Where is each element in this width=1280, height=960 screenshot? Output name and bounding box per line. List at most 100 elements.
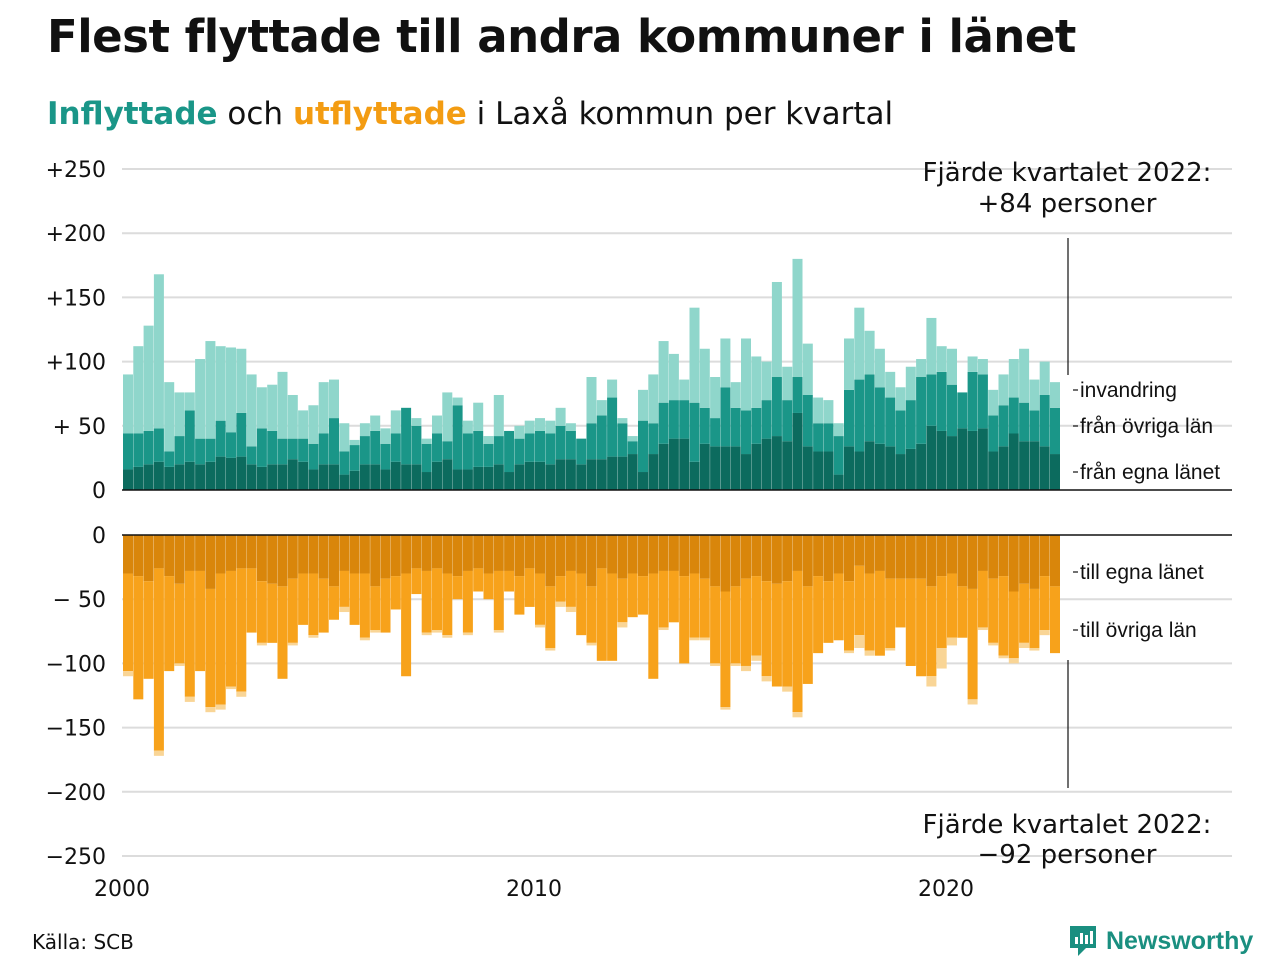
- bar-outflow-1: [586, 535, 597, 587]
- bar-inflow-3: [555, 407, 566, 426]
- bar-outflow-1: [689, 535, 700, 574]
- bar-outflow-1: [638, 535, 648, 577]
- bar-inflow-3: [256, 387, 267, 429]
- bar-outflow-3: [586, 642, 597, 646]
- bar-inflow-1: [689, 461, 700, 490]
- bar-inflow-3: [421, 438, 432, 444]
- bar-outflow-2: [607, 573, 618, 661]
- bar-outflow-2: [184, 570, 195, 697]
- bar-outflow-2: [164, 576, 175, 672]
- chart-title: Flest flyttade till andra kommuner i län…: [47, 10, 1076, 63]
- bar-outflow-1: [514, 535, 525, 577]
- bar-outflow-3: [184, 696, 195, 702]
- bar-inflow-1: [473, 466, 484, 490]
- bar-outflow-1: [844, 535, 854, 582]
- bar-outflow-3: [854, 635, 865, 648]
- bar-inflow-3: [123, 374, 133, 434]
- annotation-bottom-line1: Fjärde kvartalet 2022:: [923, 810, 1212, 840]
- bar-outflow-2: [977, 570, 988, 628]
- bar-outflow-1: [710, 535, 721, 587]
- bar-inflow-3: [1050, 382, 1060, 408]
- bar-outflow-1: [545, 535, 556, 587]
- bar-outflow-2: [349, 573, 360, 625]
- bar-outflow-2: [638, 576, 648, 615]
- bar-outflow-1: [565, 535, 576, 571]
- bar-outflow-2: [833, 573, 844, 641]
- bar-inflow-3: [885, 371, 896, 398]
- bar-outflow-1: [133, 535, 144, 577]
- bar-outflow-2: [411, 568, 422, 595]
- bar-inflow-1: [246, 464, 257, 490]
- bar-outflow-3: [215, 704, 226, 710]
- bar-inflow-2: [535, 430, 545, 462]
- bar-inflow-2: [1050, 407, 1060, 455]
- bar-outflow-2: [390, 576, 401, 610]
- bar-inflow-3: [936, 346, 947, 372]
- bar-outflow-1: [782, 535, 793, 582]
- bar-inflow-1: [349, 470, 360, 490]
- bar-outflow-2: [493, 570, 504, 631]
- bar-outflow-1: [370, 535, 381, 587]
- bar-inflow-2: [359, 436, 370, 465]
- bar-inflow-2: [885, 397, 896, 447]
- bar-inflow-3: [277, 371, 288, 439]
- bar-inflow-3: [710, 377, 721, 419]
- bar-outflow-1: [123, 535, 133, 574]
- bar-inflow-1: [370, 464, 381, 490]
- bar-outflow-1: [442, 535, 453, 574]
- bar-inflow-1: [555, 459, 566, 490]
- bar-inflow-3: [648, 374, 659, 424]
- bar-outflow-1: [947, 535, 957, 574]
- bar-inflow-3: [215, 346, 226, 421]
- bar-inflow-2: [730, 407, 741, 447]
- bar-inflow-3: [741, 338, 751, 411]
- bar-inflow-1: [226, 457, 236, 490]
- bar-inflow-1: [545, 464, 556, 490]
- bar-outflow-2: [442, 573, 453, 636]
- bar-inflow-1: [802, 446, 813, 490]
- bar-inflow-2: [287, 438, 298, 460]
- bar-outflow-2: [308, 573, 319, 636]
- bar-outflow-2: [215, 573, 226, 705]
- bar-inflow-2: [813, 423, 824, 452]
- bar-outflow-3: [782, 686, 793, 692]
- bar-inflow-2: [751, 407, 762, 444]
- series-label-inflow: från egna länet: [1080, 461, 1220, 484]
- bar-outflow-1: [246, 535, 257, 569]
- bar-outflow-3: [493, 630, 504, 633]
- bar-outflow-2: [689, 573, 700, 638]
- bar-outflow-2: [236, 568, 247, 692]
- bar-inflow-2: [998, 405, 1009, 447]
- bar-outflow-3: [977, 627, 988, 631]
- bar-inflow-1: [184, 461, 195, 490]
- bar-inflow-1: [720, 446, 731, 490]
- bar-inflow-1: [576, 464, 587, 490]
- bar-inflow-2: [607, 397, 618, 457]
- bar-outflow-2: [267, 583, 278, 643]
- bar-inflow-2: [977, 374, 988, 429]
- bar-outflow-1: [576, 535, 587, 574]
- bar-outflow-2: [174, 583, 185, 664]
- bar-inflow-3: [339, 423, 350, 452]
- bar-outflow-2: [452, 576, 463, 600]
- bar-outflow-2: [524, 568, 535, 607]
- bar-inflow-2: [329, 418, 339, 465]
- bar-outflow-2: [535, 573, 545, 625]
- bar-outflow-3: [226, 686, 236, 690]
- bar-inflow-2: [504, 430, 515, 473]
- bar-outflow-3: [339, 606, 350, 613]
- bar-inflow-3: [916, 359, 927, 378]
- bar-inflow-3: [308, 405, 319, 444]
- bar-outflow-3: [864, 650, 875, 656]
- bar-inflow-3: [823, 400, 834, 424]
- bar-inflow-2: [493, 436, 504, 465]
- bar-outflow-1: [256, 535, 267, 582]
- bar-inflow-1: [586, 459, 597, 490]
- bar-outflow-2: [339, 570, 350, 607]
- bar-inflow-1: [1039, 446, 1050, 490]
- bar-inflow-2: [318, 433, 329, 465]
- bar-outflow-1: [741, 535, 751, 579]
- bar-outflow-2: [596, 568, 607, 661]
- bar-outflow-1: [236, 535, 247, 569]
- bar-outflow-1: [926, 535, 937, 587]
